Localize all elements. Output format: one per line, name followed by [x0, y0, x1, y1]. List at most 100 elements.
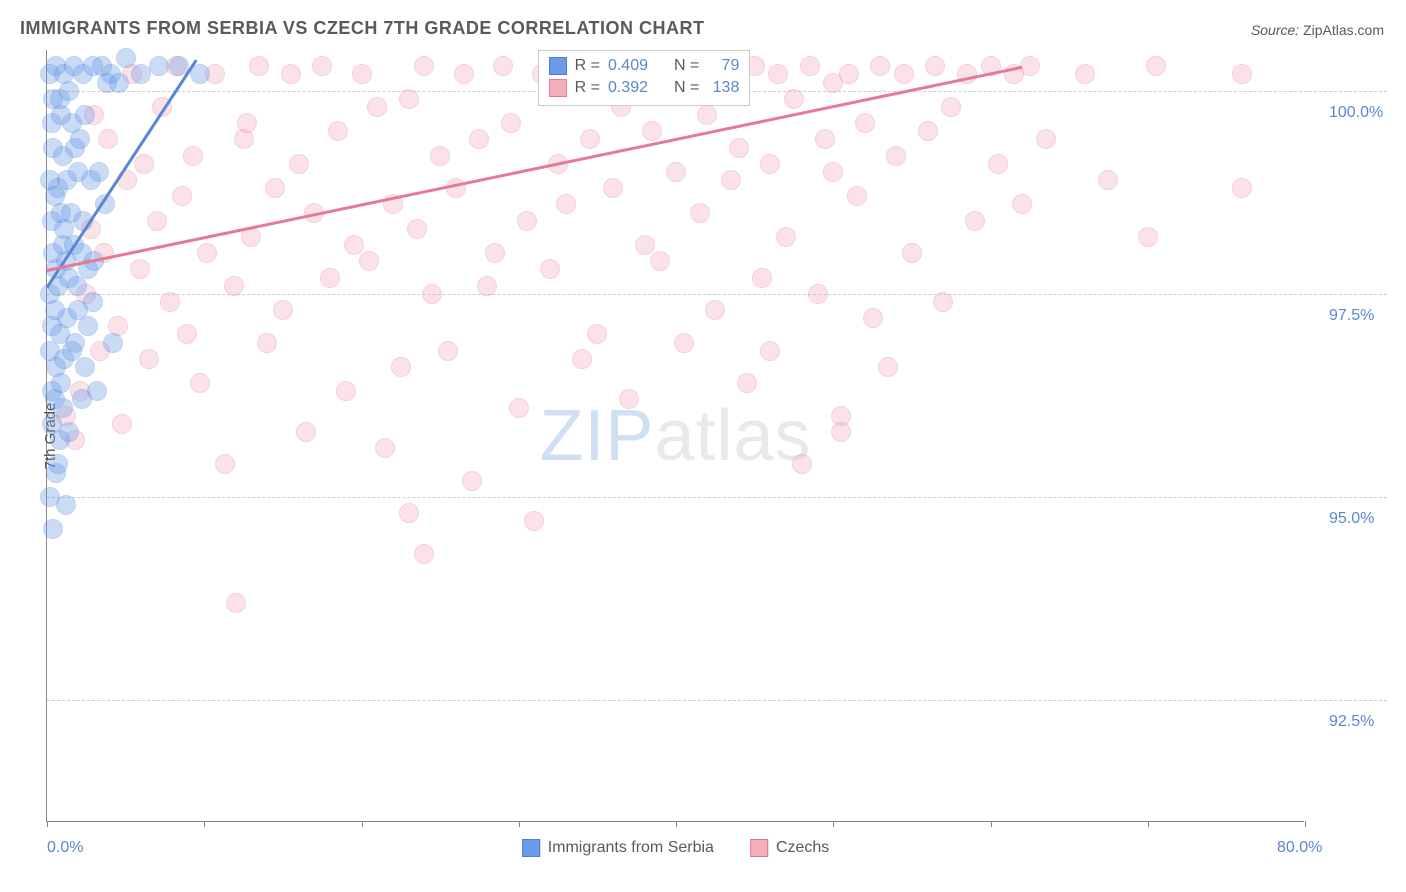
source-name: ZipAtlas.com	[1303, 22, 1384, 38]
scatter-point	[902, 243, 922, 263]
scatter-point	[78, 316, 98, 336]
scatter-point	[43, 519, 63, 539]
scatter-point	[705, 300, 725, 320]
scatter-point	[45, 186, 65, 206]
scatter-point	[399, 503, 419, 523]
scatter-point	[160, 292, 180, 312]
scatter-point	[572, 349, 592, 369]
scatter-point	[67, 276, 87, 296]
scatter-point	[587, 324, 607, 344]
x-tick	[362, 821, 363, 827]
scatter-point	[75, 357, 95, 377]
scatter-point	[265, 178, 285, 198]
scatter-point	[320, 268, 340, 288]
bottom-legend: Immigrants from Serbia Czechs	[522, 839, 830, 857]
gridline-h	[47, 294, 1387, 295]
x-tick	[204, 821, 205, 827]
scatter-point	[721, 170, 741, 190]
legend-n-value: 79	[707, 55, 739, 77]
scatter-point	[296, 422, 316, 442]
y-tick-label: 97.5%	[1329, 307, 1374, 325]
scatter-point	[619, 389, 639, 409]
scatter-point	[177, 324, 197, 344]
scatter-point	[149, 56, 169, 76]
scatter-point	[399, 89, 419, 109]
source-label: Source:	[1251, 22, 1299, 38]
scatter-point	[48, 454, 68, 474]
gridline-h	[47, 497, 1387, 498]
scatter-point	[197, 243, 217, 263]
scatter-point	[674, 333, 694, 353]
scatter-point	[89, 162, 109, 182]
scatter-point	[359, 251, 379, 271]
legend-r-value: 0.392	[608, 77, 648, 99]
scatter-point	[1232, 178, 1252, 198]
scatter-point	[391, 357, 411, 377]
scatter-point	[109, 73, 129, 93]
legend-row: R = 0.392N = 138	[549, 77, 740, 99]
legend-swatch	[549, 79, 567, 97]
scatter-point	[965, 211, 985, 231]
scatter-point	[729, 138, 749, 158]
y-tick-label: 92.5%	[1329, 713, 1374, 731]
scatter-point	[635, 235, 655, 255]
x-tick-label: 0.0%	[47, 839, 83, 857]
scatter-point	[336, 381, 356, 401]
legend-r-value: 0.409	[608, 55, 648, 77]
scatter-point	[45, 300, 65, 320]
scatter-point	[925, 56, 945, 76]
scatter-point	[414, 56, 434, 76]
legend-n-label: N =	[674, 55, 699, 77]
scatter-point	[792, 454, 812, 474]
scatter-point	[493, 56, 513, 76]
scatter-point	[59, 81, 79, 101]
scatter-point	[1232, 64, 1252, 84]
scatter-point	[808, 284, 828, 304]
scatter-point	[477, 276, 497, 296]
scatter-point	[375, 438, 395, 458]
x-tick	[1305, 821, 1306, 827]
bottom-legend-item: Czechs	[750, 839, 829, 857]
scatter-point	[690, 203, 710, 223]
bottom-legend-item: Immigrants from Serbia	[522, 839, 714, 857]
scatter-point	[273, 300, 293, 320]
scatter-point	[130, 259, 150, 279]
scatter-point	[603, 178, 623, 198]
source-credit: Source: ZipAtlas.com	[1251, 22, 1384, 38]
scatter-point	[352, 64, 372, 84]
scatter-point	[823, 162, 843, 182]
x-tick	[676, 821, 677, 827]
scatter-point	[237, 113, 257, 133]
scatter-point	[414, 544, 434, 564]
scatter-point	[42, 381, 62, 401]
scatter-point	[941, 97, 961, 117]
scatter-point	[642, 121, 662, 141]
scatter-point	[83, 292, 103, 312]
scatter-point	[103, 333, 123, 353]
scatter-point	[1012, 194, 1032, 214]
scatter-point	[59, 422, 79, 442]
scatter-point	[831, 422, 851, 442]
scatter-point	[760, 341, 780, 361]
legend-n-value: 138	[707, 77, 739, 99]
scatter-point	[1075, 64, 1095, 84]
scatter-point	[737, 373, 757, 393]
scatter-point	[988, 154, 1008, 174]
scatter-point	[1020, 56, 1040, 76]
scatter-point	[556, 194, 576, 214]
scatter-point	[87, 381, 107, 401]
scatter-point	[134, 154, 154, 174]
legend-n-label: N =	[674, 77, 699, 99]
y-tick-label: 95.0%	[1329, 510, 1374, 528]
legend-swatch	[750, 839, 768, 857]
watermark: ZIPatlas	[539, 395, 811, 477]
scatter-point	[172, 186, 192, 206]
x-tick-label: 80.0%	[1277, 839, 1322, 857]
scatter-point	[1146, 56, 1166, 76]
scatter-point	[501, 113, 521, 133]
scatter-point	[430, 146, 450, 166]
scatter-point	[933, 292, 953, 312]
scatter-point	[540, 259, 560, 279]
plot-wrap: 7th Grade ZIPatlas Immigrants from Serbi…	[46, 50, 1386, 840]
scatter-point	[462, 471, 482, 491]
